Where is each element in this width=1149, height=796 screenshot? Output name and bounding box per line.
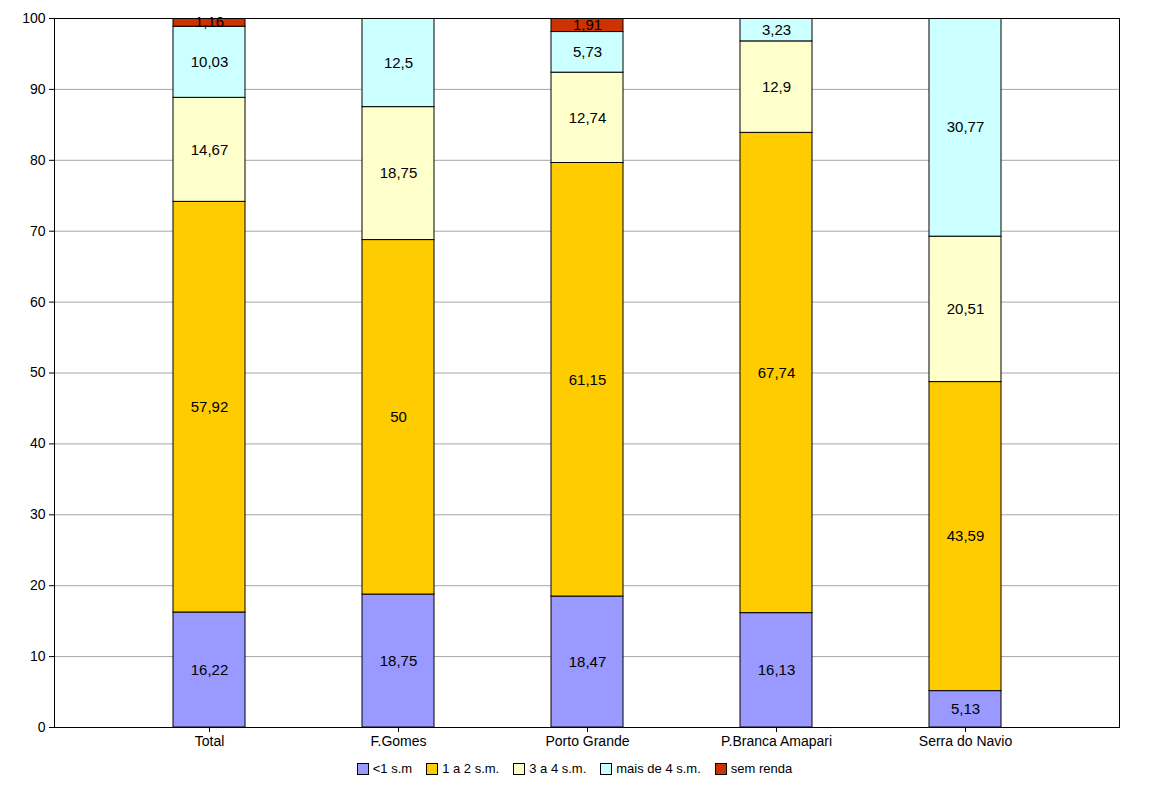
- svg-text:F.Gomes: F.Gomes: [370, 733, 426, 749]
- svg-text:3,23: 3,23: [762, 21, 791, 38]
- svg-text:14,67: 14,67: [191, 141, 229, 158]
- svg-text:Total: Total: [195, 733, 225, 749]
- svg-text:30: 30: [30, 506, 46, 522]
- svg-text:80: 80: [30, 152, 46, 168]
- svg-text:16,13: 16,13: [758, 661, 796, 678]
- html-text:3 a 4 s.m.: 3 a 4 s.m.: [529, 761, 587, 776]
- svg-text:5,13: 5,13: [951, 700, 980, 717]
- svg-text:16,22: 16,22: [191, 661, 229, 678]
- svg-text:50: 50: [30, 364, 46, 380]
- svg-text:Porto Grande: Porto Grande: [545, 733, 629, 749]
- svg-text:Serra do Navio: Serra do Navio: [919, 733, 1013, 749]
- svg-text:5,73: 5,73: [573, 43, 602, 60]
- svg-text:61,15: 61,15: [569, 371, 607, 388]
- svg-text:1,91: 1,91: [572, 16, 603, 34]
- svg-text:43,59: 43,59: [947, 527, 985, 544]
- svg-text:30,77: 30,77: [947, 118, 985, 135]
- html-text:sem renda: sem renda: [730, 761, 793, 776]
- html-text:1 a 2 s.m.: 1 a 2 s.m.: [442, 761, 500, 776]
- svg-text:18,47: 18,47: [569, 653, 607, 670]
- svg-text:67,74: 67,74: [758, 364, 796, 381]
- svg-text:20: 20: [30, 577, 46, 593]
- svg-text:57,92: 57,92: [191, 398, 229, 415]
- svg-text:60: 60: [30, 294, 46, 310]
- svg-text:10: 10: [30, 648, 46, 664]
- svg-text:70: 70: [30, 223, 46, 239]
- html-text:mais de 4 s.m.: mais de 4 s.m.: [616, 761, 701, 776]
- svg-text:P.Branca Amapari: P.Branca Amapari: [721, 733, 832, 749]
- svg-text:12,9: 12,9: [762, 78, 791, 95]
- svg-text:50: 50: [390, 408, 407, 425]
- svg-text:12,74: 12,74: [569, 109, 607, 126]
- svg-text:18,75: 18,75: [380, 652, 418, 669]
- svg-text:0: 0: [38, 719, 46, 735]
- html-text:<1 s.m: <1 s.m: [372, 761, 413, 776]
- svg-text:40: 40: [30, 435, 46, 451]
- svg-text:1,16: 1,16: [195, 13, 224, 30]
- svg-text:18,75: 18,75: [380, 164, 418, 181]
- svg-text:90: 90: [30, 81, 46, 97]
- svg-text:10,03: 10,03: [191, 53, 229, 70]
- svg-text:100: 100: [22, 10, 46, 26]
- svg-text:12,5: 12,5: [384, 54, 413, 71]
- svg-text:20,51: 20,51: [947, 300, 985, 317]
